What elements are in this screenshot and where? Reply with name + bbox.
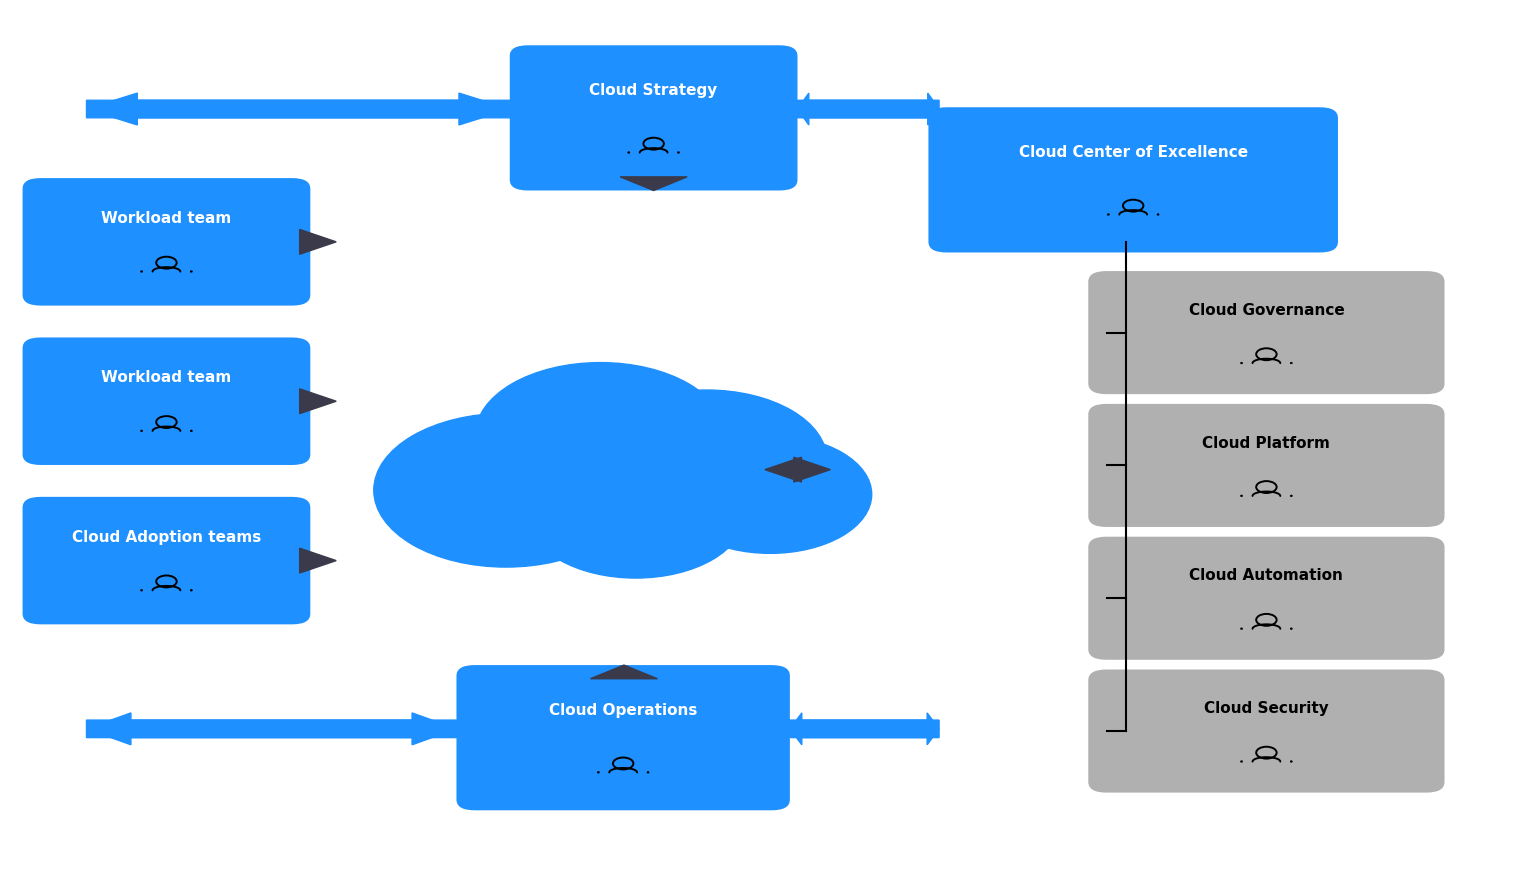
FancyArrow shape bbox=[798, 93, 940, 125]
FancyBboxPatch shape bbox=[929, 107, 1339, 252]
FancyBboxPatch shape bbox=[1088, 271, 1444, 394]
Polygon shape bbox=[620, 176, 688, 191]
Polygon shape bbox=[590, 665, 657, 679]
FancyArrow shape bbox=[790, 713, 940, 745]
FancyArrow shape bbox=[87, 713, 457, 745]
Polygon shape bbox=[299, 230, 336, 254]
Circle shape bbox=[587, 390, 827, 530]
Text: Workload team: Workload team bbox=[101, 211, 232, 226]
FancyArrow shape bbox=[790, 713, 940, 745]
Circle shape bbox=[374, 413, 639, 567]
FancyArrow shape bbox=[87, 93, 510, 125]
Text: Cloud Governance: Cloud Governance bbox=[1189, 303, 1345, 318]
FancyArrow shape bbox=[87, 93, 510, 125]
Polygon shape bbox=[766, 457, 802, 482]
FancyBboxPatch shape bbox=[510, 45, 798, 191]
FancyBboxPatch shape bbox=[23, 178, 310, 306]
FancyArrow shape bbox=[798, 93, 940, 125]
Text: Cloud Center of Excellence: Cloud Center of Excellence bbox=[1019, 145, 1248, 160]
Text: Cloud Automation: Cloud Automation bbox=[1189, 568, 1343, 584]
FancyBboxPatch shape bbox=[1088, 669, 1444, 793]
FancyArrow shape bbox=[87, 713, 457, 745]
Text: Cloud Platform: Cloud Platform bbox=[1203, 436, 1331, 451]
Polygon shape bbox=[795, 457, 830, 482]
Text: Cloud Security: Cloud Security bbox=[1204, 701, 1329, 716]
Polygon shape bbox=[299, 388, 336, 413]
Circle shape bbox=[527, 452, 744, 578]
FancyBboxPatch shape bbox=[23, 338, 310, 465]
FancyBboxPatch shape bbox=[1088, 404, 1444, 527]
FancyBboxPatch shape bbox=[23, 497, 310, 625]
Text: Cloud Strategy: Cloud Strategy bbox=[590, 83, 718, 98]
Circle shape bbox=[669, 436, 871, 553]
Text: Cloud Adoption teams: Cloud Adoption teams bbox=[72, 530, 261, 544]
Text: Workload team: Workload team bbox=[101, 371, 232, 385]
FancyBboxPatch shape bbox=[1088, 536, 1444, 659]
Text: Cloud Operations: Cloud Operations bbox=[549, 703, 697, 718]
Polygon shape bbox=[299, 548, 336, 573]
Circle shape bbox=[475, 363, 726, 508]
FancyBboxPatch shape bbox=[457, 665, 790, 810]
